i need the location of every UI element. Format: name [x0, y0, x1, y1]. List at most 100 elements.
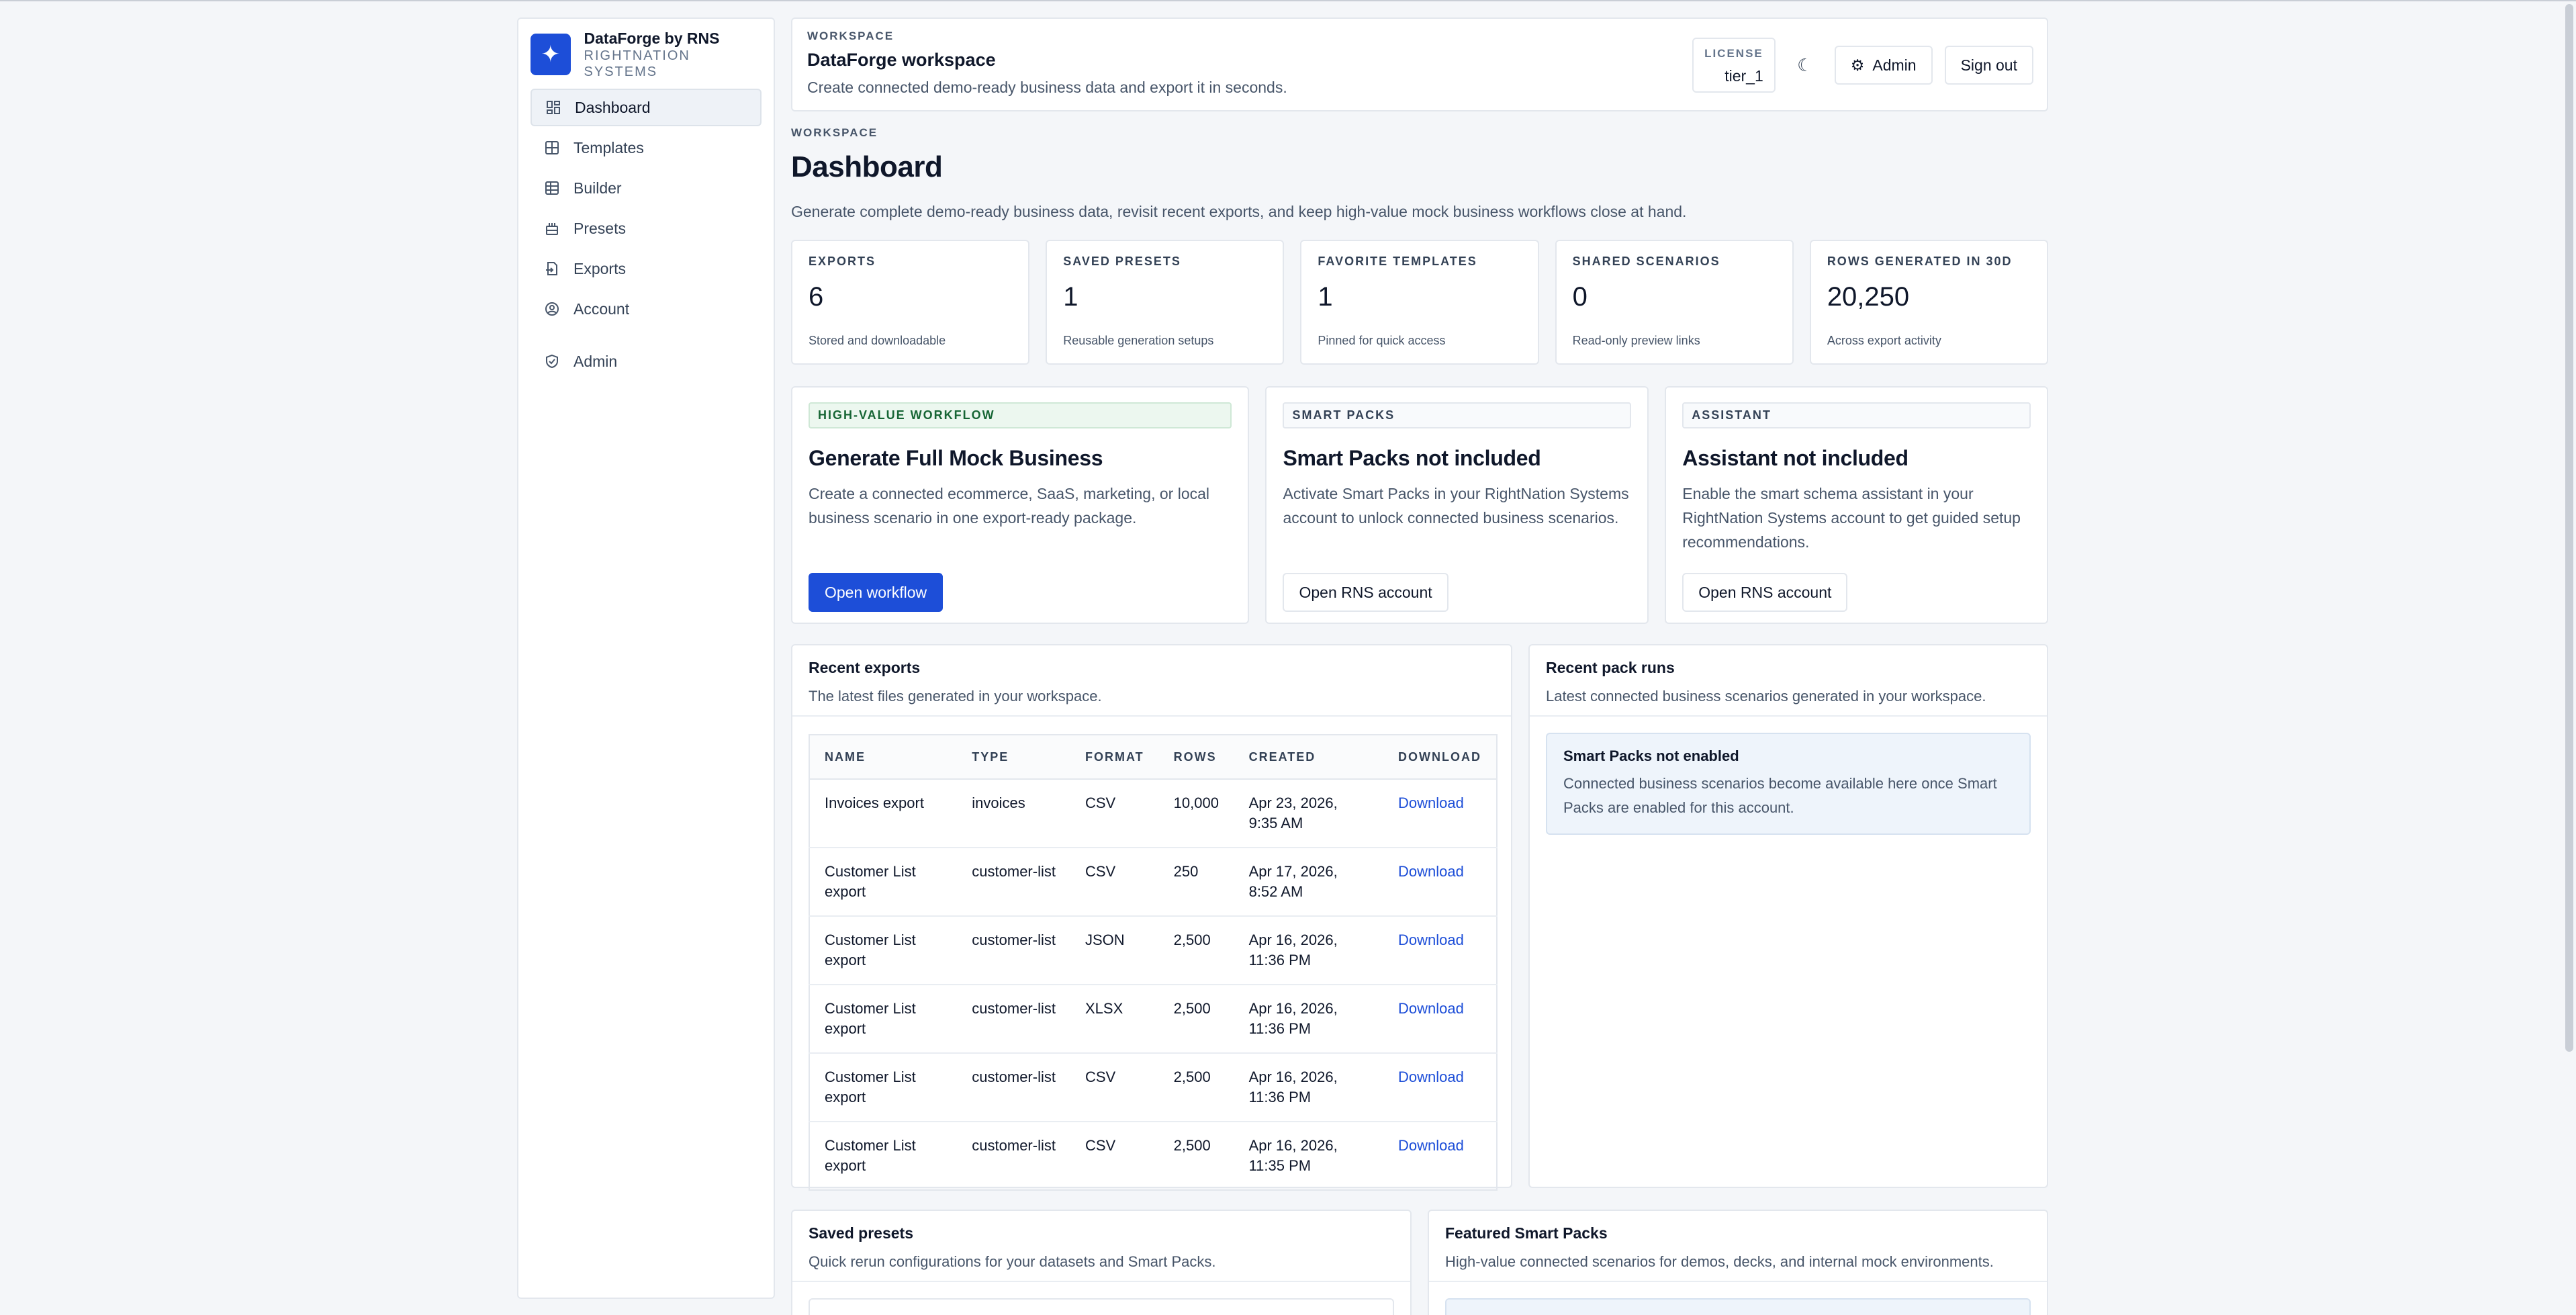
sidebar-item-admin[interactable]: Admin	[531, 343, 762, 380]
sidebar-item-label: Presets	[573, 219, 626, 237]
stat-note: Stored and downloadable	[809, 334, 946, 347]
cell-rows: 250	[1158, 848, 1234, 917]
download-link[interactable]: Download	[1398, 1069, 1464, 1085]
section-header: Recent exports The latest files generate…	[792, 645, 1511, 717]
section-header: Featured Smart Packs High-value connecte…	[1429, 1211, 2047, 1282]
cell-created: Apr 16, 2026, 11:36 PM	[1234, 985, 1384, 1054]
brand-name: DataForge by RNS	[584, 30, 720, 47]
open-workflow-button[interactable]: Open workflow	[809, 573, 944, 612]
cell-name: Invoices export	[809, 779, 958, 848]
page-subtitle: Generate complete demo-ready business da…	[791, 203, 1687, 220]
feature-card-full-mock-business: HIGH-VALUE WORKFLOW Generate Full Mock B…	[791, 386, 1250, 624]
download-link[interactable]: Download	[1398, 1137, 1464, 1154]
feature-description: Activate Smart Packs in your RightNation…	[1283, 485, 1629, 527]
stat-note: Pinned for quick access	[1318, 334, 1446, 347]
section-subtitle: Latest connected business scenarios gene…	[1546, 688, 1986, 705]
cell-rows: 10,000	[1158, 779, 1234, 848]
feature-title: Smart Packs not included	[1283, 446, 1541, 470]
sidebar-item-dashboard[interactable]: Dashboard	[531, 89, 762, 126]
table-row: Invoices export invoices CSV 10,000 Apr …	[809, 779, 1497, 848]
theme-toggle-button[interactable]: ☾	[1788, 46, 1823, 85]
cell-type: customer-list	[957, 848, 1070, 917]
brand[interactable]: ✦ DataForge by RNS RIGHTNATION SYSTEMS	[531, 30, 762, 79]
stat-note: Read-only preview links	[1572, 334, 1700, 347]
license-badge: LICENSE tier_1	[1692, 38, 1776, 93]
sidebar-item-label: Account	[573, 300, 630, 318]
cell-format: CSV	[1070, 848, 1159, 917]
cell-format: CSV	[1085, 1137, 1116, 1154]
stat-value: 1	[1318, 282, 1333, 312]
section-title: Saved presets	[809, 1224, 913, 1242]
sidebar-item-exports[interactable]: Exports	[531, 250, 762, 287]
cell-type: invoices	[957, 779, 1070, 848]
sidebar-item-label: Exports	[573, 259, 626, 277]
cell-format: CSV	[1070, 1053, 1159, 1122]
feature-tag: HIGH-VALUE WORKFLOW	[809, 402, 1232, 428]
license-label: LICENSE	[1704, 47, 1763, 60]
stat-card-saved-presets: SAVED PRESETS 1 Reusable generation setu…	[1046, 240, 1285, 365]
admin-button[interactable]: ⚙ Admin	[1834, 46, 1933, 85]
activity-row: Recent exports The latest files generate…	[791, 644, 2048, 1191]
cell-format: XLSX	[1070, 985, 1159, 1054]
table-row: Customer List export customer-list XLSX …	[809, 985, 1497, 1054]
preset-list-item[interactable]	[809, 1298, 1394, 1315]
open-rns-account-button[interactable]: Open RNS account	[1682, 573, 1848, 612]
section-header: Recent pack runs Latest connected busine…	[1530, 645, 2047, 717]
feature-card-assistant: ASSISTANT Assistant not included Enable …	[1665, 386, 2048, 624]
stat-label: SHARED SCENARIOS	[1572, 255, 1720, 268]
stat-label: ROWS GENERATED IN 30D	[1827, 255, 2013, 268]
section-subtitle: The latest files generated in your works…	[809, 688, 1102, 705]
moon-icon: ☾	[1797, 54, 1813, 75]
column-header: CREATED	[1234, 735, 1384, 780]
section-header: Saved presets Quick rerun configurations…	[792, 1211, 1410, 1282]
sign-out-button[interactable]: Sign out	[1944, 46, 2033, 85]
cell-created: Apr 16, 2026, 11:35 PM	[1248, 1137, 1338, 1174]
gear-icon: ⚙	[1850, 56, 1865, 74]
featured-pack-item[interactable]	[1445, 1298, 2031, 1315]
bottom-row: Saved presets Quick rerun configurations…	[791, 1210, 2048, 1315]
stat-note: Reusable generation setups	[1063, 334, 1214, 347]
sidebar-item-presets[interactable]: Presets	[531, 210, 762, 247]
download-link[interactable]: Download	[1398, 1000, 1464, 1017]
cell-name: Customer List export	[809, 848, 958, 917]
feature-card-smart-packs: SMART PACKS Smart Packs not included Act…	[1265, 386, 1649, 624]
table-row: Customer List export customer-list JSON …	[809, 916, 1497, 985]
section-title: Recent pack runs	[1546, 659, 1675, 676]
featured-smart-packs-panel: Featured Smart Packs High-value connecte…	[1428, 1210, 2048, 1315]
workspace-subtitle: Create connected demo-ready business dat…	[807, 79, 1287, 96]
admin-button-label: Admin	[1872, 56, 1917, 74]
brand-subtitle: RIGHTNATION SYSTEMS	[584, 48, 690, 79]
sidebar-item-builder[interactable]: Builder	[531, 169, 762, 207]
cell-format: CSV	[1070, 779, 1159, 848]
cell-name: Customer List export	[809, 1053, 958, 1122]
stat-value: 6	[809, 282, 824, 312]
column-header: FORMAT	[1070, 735, 1159, 780]
recent-exports-panel: Recent exports The latest files generate…	[791, 644, 1512, 1191]
download-link[interactable]: Download	[1398, 863, 1464, 880]
cell-created: Apr 16, 2026, 11:36 PM	[1234, 1053, 1384, 1122]
open-rns-account-button[interactable]: Open RNS account	[1283, 573, 1448, 612]
sidebar-divider	[531, 330, 762, 343]
stat-label: SAVED PRESETS	[1063, 255, 1181, 268]
builder-icon	[544, 180, 560, 196]
download-link[interactable]: Download	[1398, 932, 1464, 948]
feature-cards: HIGH-VALUE WORKFLOW Generate Full Mock B…	[791, 386, 2048, 624]
header-eyebrow: WORKSPACE	[807, 30, 894, 42]
table-row: Customer List export customer-list CSV 2…	[809, 1053, 1497, 1122]
sidebar: ✦ DataForge by RNS RIGHTNATION SYSTEMS D…	[517, 17, 775, 1299]
cell-type: customer-list	[957, 1053, 1070, 1122]
page-scrollbar[interactable]	[2565, 4, 2573, 1052]
sidebar-item-account[interactable]: Account	[531, 290, 762, 328]
dashboard-icon	[545, 99, 561, 116]
page-eyebrow: WORKSPACE	[791, 126, 878, 139]
download-link[interactable]: Download	[1398, 795, 1464, 811]
sidebar-item-templates[interactable]: Templates	[531, 129, 762, 167]
stat-card-favorite-templates: FAVORITE TEMPLATES 1 Pinned for quick ac…	[1300, 240, 1539, 365]
stat-note: Across export activity	[1827, 334, 1941, 347]
notice-title: Smart Packs not enabled	[1563, 747, 1739, 764]
shield-icon	[544, 353, 560, 369]
workspace-title: DataForge workspace	[807, 50, 996, 70]
workspace-header: WORKSPACE DataForge workspace Create con…	[791, 17, 2048, 111]
cell-rows: 2,500	[1158, 1053, 1234, 1122]
stat-label: EXPORTS	[809, 255, 876, 268]
